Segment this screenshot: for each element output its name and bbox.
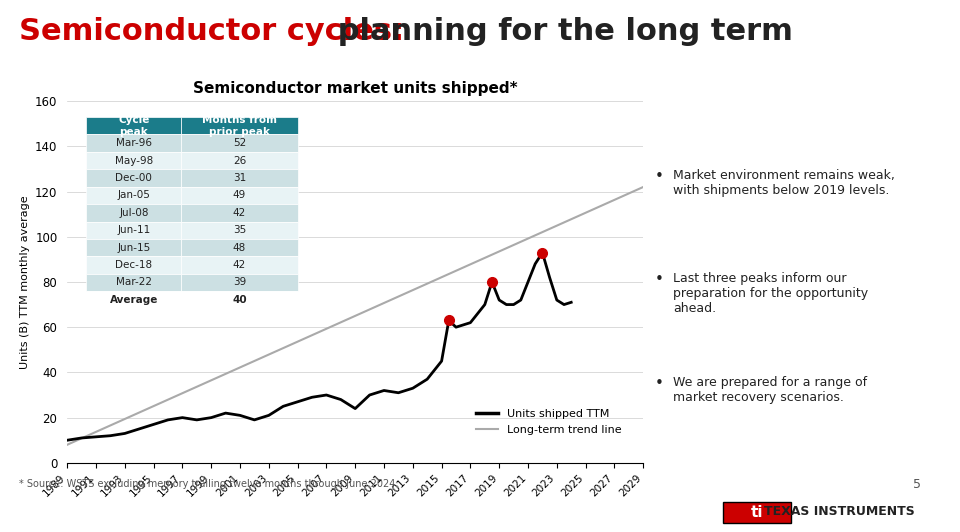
Text: 35: 35 (233, 225, 246, 235)
Text: Mar-22: Mar-22 (116, 278, 152, 287)
Text: 52: 52 (233, 138, 246, 148)
Text: We are prepared for a range of
market recovery scenarios.: We are prepared for a range of market re… (673, 376, 867, 404)
Text: Cycle
peak: Cycle peak (118, 115, 150, 137)
Text: Dec-00: Dec-00 (115, 173, 153, 183)
Text: 48: 48 (233, 243, 246, 253)
Text: Jun-11: Jun-11 (117, 225, 151, 235)
Title: Semiconductor market units shipped*: Semiconductor market units shipped* (193, 81, 517, 96)
FancyBboxPatch shape (86, 152, 181, 169)
Text: Jul-08: Jul-08 (119, 208, 149, 218)
FancyBboxPatch shape (86, 187, 181, 204)
Text: May-98: May-98 (115, 155, 153, 165)
FancyBboxPatch shape (86, 221, 181, 239)
Text: •: • (655, 272, 664, 287)
FancyBboxPatch shape (86, 291, 181, 309)
FancyBboxPatch shape (86, 274, 181, 291)
Text: 5: 5 (913, 478, 921, 491)
Y-axis label: Units (B) TTM monthly average: Units (B) TTM monthly average (19, 195, 30, 369)
FancyBboxPatch shape (724, 502, 791, 522)
Text: Market environment remains weak,
with shipments below 2019 levels.: Market environment remains weak, with sh… (673, 169, 895, 197)
Text: TEXAS INSTRUMENTS: TEXAS INSTRUMENTS (763, 505, 915, 518)
Text: 39: 39 (233, 278, 246, 287)
FancyBboxPatch shape (181, 256, 298, 274)
FancyBboxPatch shape (181, 135, 298, 152)
FancyBboxPatch shape (181, 117, 298, 135)
Text: 26: 26 (233, 155, 246, 165)
Text: 42: 42 (233, 260, 246, 270)
Text: Mar-96: Mar-96 (116, 138, 152, 148)
FancyBboxPatch shape (181, 221, 298, 239)
Text: Months from
prior peak: Months from prior peak (202, 115, 277, 137)
FancyBboxPatch shape (181, 239, 298, 256)
FancyBboxPatch shape (86, 169, 181, 187)
Text: 42: 42 (233, 208, 246, 218)
Text: ti: ti (751, 505, 763, 520)
Text: •: • (655, 169, 664, 184)
Legend: Units shipped TTM, Long-term trend line: Units shipped TTM, Long-term trend line (471, 405, 626, 439)
Text: Jan-05: Jan-05 (117, 190, 151, 201)
Text: Jun-15: Jun-15 (117, 243, 151, 253)
Text: Last three peaks inform our
preparation for the opportunity
ahead.: Last three peaks inform our preparation … (673, 272, 868, 315)
Text: Semiconductor cycles:: Semiconductor cycles: (19, 18, 415, 46)
Text: 31: 31 (233, 173, 246, 183)
FancyBboxPatch shape (86, 256, 181, 274)
Text: •: • (655, 376, 664, 391)
FancyBboxPatch shape (181, 187, 298, 204)
FancyBboxPatch shape (86, 117, 181, 135)
FancyBboxPatch shape (86, 239, 181, 256)
Text: 40: 40 (232, 295, 247, 305)
Text: Average: Average (109, 295, 158, 305)
FancyBboxPatch shape (181, 204, 298, 221)
FancyBboxPatch shape (181, 291, 298, 309)
FancyBboxPatch shape (181, 169, 298, 187)
Text: Dec-18: Dec-18 (115, 260, 153, 270)
Text: planning for the long term: planning for the long term (19, 18, 793, 46)
FancyBboxPatch shape (181, 274, 298, 291)
FancyBboxPatch shape (86, 135, 181, 152)
FancyBboxPatch shape (181, 152, 298, 169)
Text: * Source: WSTS excluding memory trailing twelve months through June 2024: * Source: WSTS excluding memory trailing… (19, 479, 396, 489)
FancyBboxPatch shape (86, 204, 181, 221)
Text: 49: 49 (233, 190, 246, 201)
